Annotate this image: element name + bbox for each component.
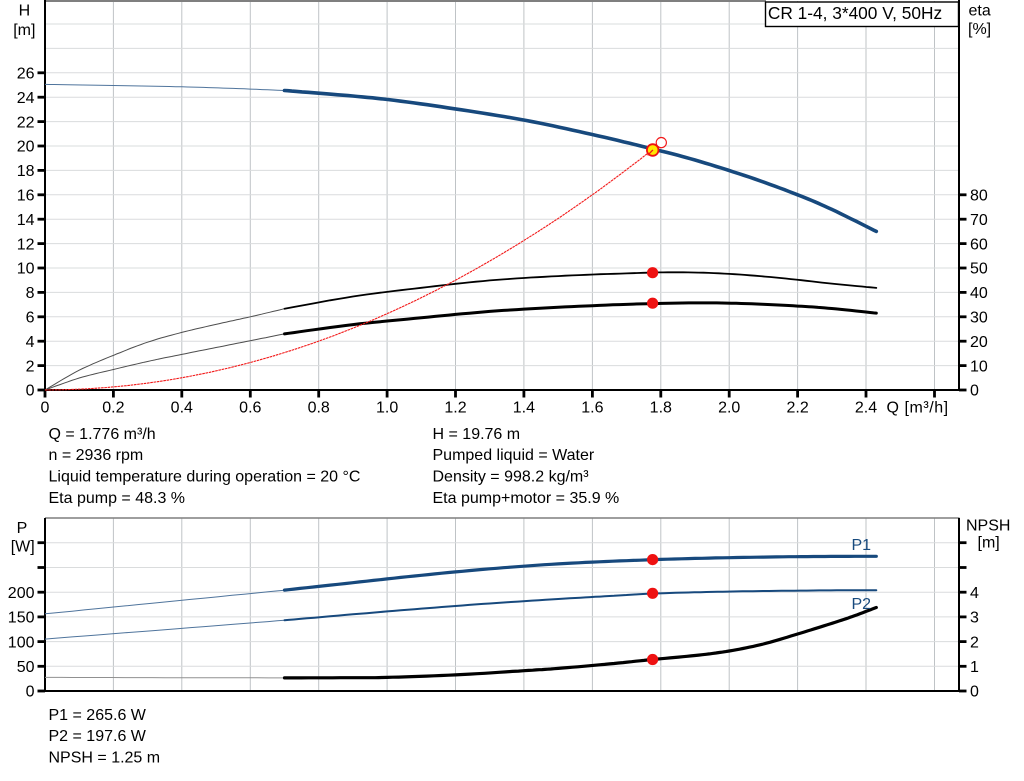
svg-text:22: 22 (17, 114, 35, 131)
svg-text:2: 2 (26, 358, 35, 375)
svg-text:[m]: [m] (13, 22, 35, 39)
svg-text:20: 20 (17, 139, 35, 156)
svg-text:0.2: 0.2 (102, 400, 124, 417)
svg-text:14: 14 (17, 212, 35, 229)
svg-text:6: 6 (26, 310, 35, 327)
svg-text:1.0: 1.0 (376, 400, 398, 417)
svg-text:2.4: 2.4 (855, 400, 877, 417)
svg-text:70: 70 (970, 212, 988, 229)
svg-text:H = 19.76 m: H = 19.76 m (433, 426, 521, 443)
svg-text:2.2: 2.2 (786, 400, 808, 417)
svg-text:10: 10 (970, 358, 988, 375)
svg-text:1.4: 1.4 (513, 400, 535, 417)
svg-text:Q = 1.776 m³/h: Q = 1.776 m³/h (49, 426, 156, 443)
svg-text:P2 = 197.6 W: P2 = 197.6 W (49, 728, 147, 745)
svg-text:H: H (19, 2, 31, 19)
svg-text:30: 30 (970, 310, 988, 327)
svg-text:0.8: 0.8 (308, 400, 330, 417)
svg-text:0: 0 (970, 383, 979, 400)
svg-text:18: 18 (17, 163, 35, 180)
svg-text:80: 80 (970, 188, 988, 205)
svg-text:0: 0 (970, 684, 979, 701)
svg-text:[%]: [%] (968, 21, 991, 38)
svg-text:0.4: 0.4 (171, 400, 193, 417)
svg-text:Eta pump = 48.3 %: Eta pump = 48.3 % (49, 490, 186, 507)
svg-text:eta: eta (969, 2, 991, 19)
svg-text:NPSH = 1.25 m: NPSH = 1.25 m (49, 750, 161, 767)
svg-text:0.6: 0.6 (239, 400, 261, 417)
svg-text:CR 1-4, 3*400 V, 50Hz: CR 1-4, 3*400 V, 50Hz (768, 3, 942, 23)
svg-text:Q [m³/h]: Q [m³/h] (887, 400, 949, 417)
svg-text:[W]: [W] (11, 539, 35, 556)
svg-text:n = 2936 rpm: n = 2936 rpm (49, 447, 144, 464)
svg-text:1.2: 1.2 (444, 400, 466, 417)
svg-text:1.6: 1.6 (581, 400, 603, 417)
svg-text:100: 100 (8, 634, 35, 651)
svg-text:Eta pump+motor = 35.9 %: Eta pump+motor = 35.9 % (433, 490, 620, 507)
svg-text:4: 4 (970, 585, 979, 602)
svg-text:12: 12 (17, 236, 35, 253)
svg-text:0: 0 (26, 684, 35, 701)
svg-text:P2: P2 (852, 596, 872, 613)
svg-text:Density = 998.2 kg/m³: Density = 998.2 kg/m³ (433, 469, 590, 486)
svg-text:NPSH: NPSH (966, 518, 1010, 535)
svg-text:P: P (17, 520, 28, 537)
svg-text:P1: P1 (852, 537, 872, 554)
svg-text:50: 50 (17, 659, 35, 676)
svg-text:1: 1 (970, 659, 979, 676)
svg-text:4: 4 (26, 334, 35, 351)
svg-text:3: 3 (970, 610, 979, 627)
svg-text:1.8: 1.8 (650, 400, 672, 417)
svg-text:24: 24 (17, 90, 35, 107)
svg-text:P1 = 265.6 W: P1 = 265.6 W (49, 707, 147, 724)
svg-text:40: 40 (970, 285, 988, 302)
svg-text:26: 26 (17, 66, 35, 83)
svg-text:10: 10 (17, 261, 35, 278)
svg-text:Liquid temperature during oper: Liquid temperature during operation = 20… (49, 469, 361, 486)
svg-text:150: 150 (8, 610, 35, 627)
svg-text:0: 0 (41, 400, 50, 417)
svg-text:Pumped liquid = Water: Pumped liquid = Water (433, 447, 595, 464)
svg-text:0: 0 (26, 383, 35, 400)
svg-text:60: 60 (970, 236, 988, 253)
svg-text:2: 2 (970, 634, 979, 651)
svg-text:16: 16 (17, 188, 35, 205)
svg-text:2.0: 2.0 (718, 400, 740, 417)
svg-text:20: 20 (970, 334, 988, 351)
svg-text:50: 50 (970, 261, 988, 278)
svg-text:200: 200 (8, 585, 35, 602)
svg-text:[m]: [m] (978, 534, 1000, 551)
svg-text:8: 8 (26, 285, 35, 302)
